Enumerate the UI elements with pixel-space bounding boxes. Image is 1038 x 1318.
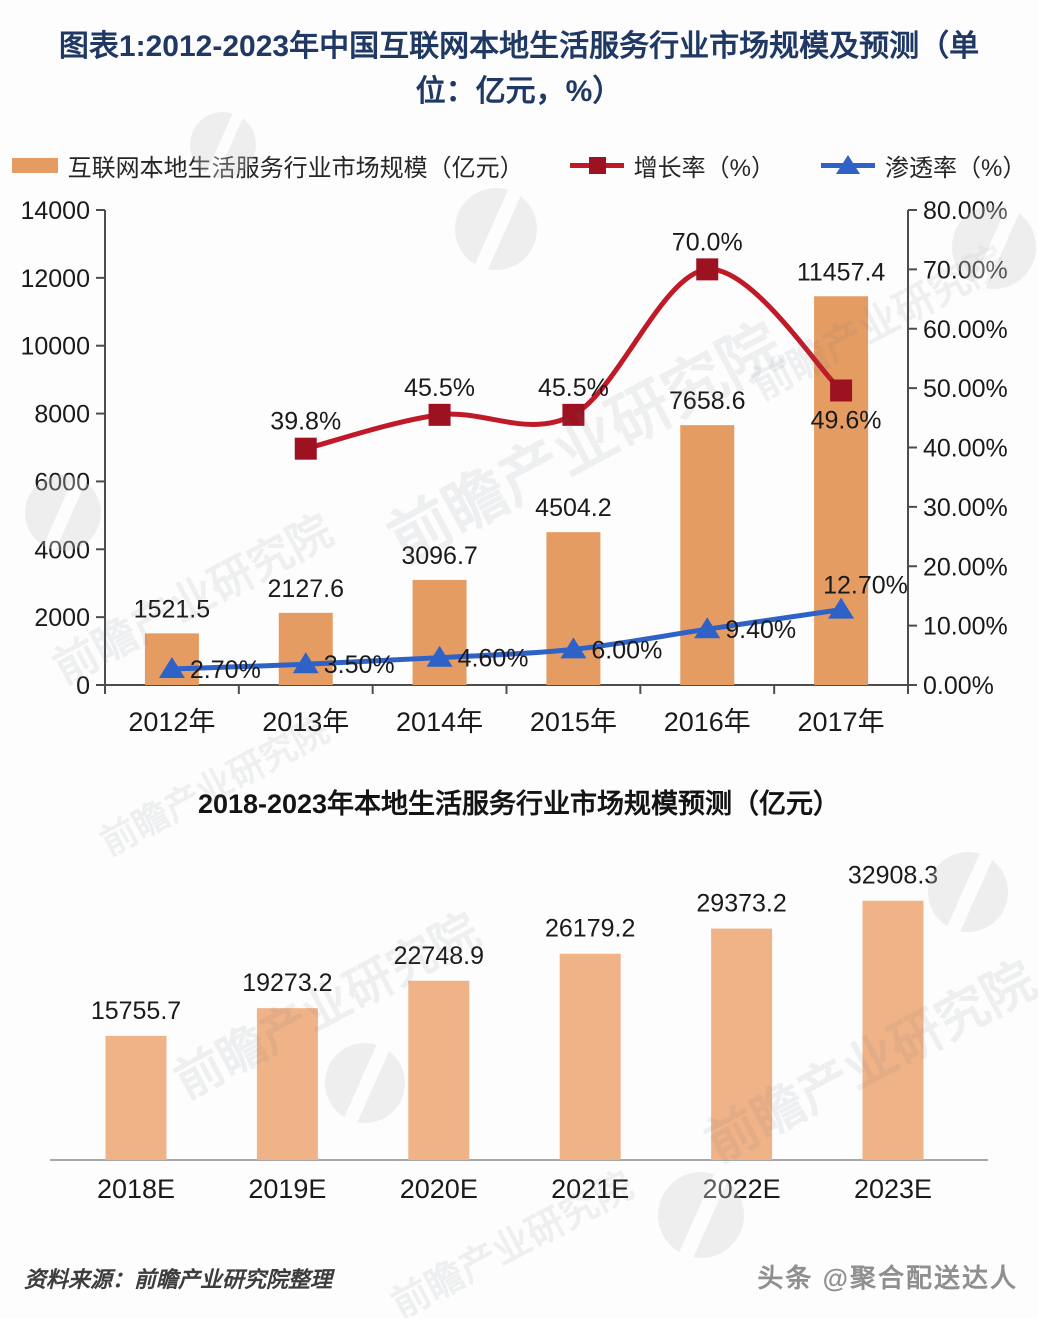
x-axis-category-label: 2019E bbox=[248, 1174, 326, 1204]
left-axis-tick-label: 14000 bbox=[20, 197, 90, 225]
x-axis-category-label: 2018E bbox=[97, 1174, 175, 1204]
legend-item-penetration-rate: 渗透率（%） bbox=[821, 148, 1026, 183]
line-value-label: 4.60% bbox=[458, 645, 529, 673]
x-axis-category-label: 2021E bbox=[551, 1174, 629, 1204]
left-axis-tick-label: 6000 bbox=[34, 468, 90, 496]
right-axis-tick-label: 50.00% bbox=[923, 375, 1008, 403]
line-value-label: 70.0% bbox=[672, 228, 743, 256]
right-axis-tick-label: 80.00% bbox=[923, 197, 1008, 225]
market-size-bar bbox=[814, 296, 869, 685]
legend-item-growth-rate: 增长率（%） bbox=[569, 148, 775, 183]
source-note: 资料来源：前瞻产业研究院整理 bbox=[24, 1267, 333, 1292]
left-axis-tick-label: 2000 bbox=[34, 604, 90, 632]
line-value-label: 6.00% bbox=[591, 636, 662, 664]
x-axis-category-label: 2016年 bbox=[664, 707, 751, 737]
right-axis-tick-label: 60.00% bbox=[923, 316, 1008, 344]
line-value-label: 12.70% bbox=[823, 572, 908, 600]
bar-value-label: 26179.2 bbox=[545, 915, 635, 943]
left-axis-tick-label: 8000 bbox=[34, 401, 90, 429]
bar-value-label: 29373.2 bbox=[696, 890, 786, 918]
triangle-marker-icon bbox=[560, 637, 587, 659]
x-axis-category-label: 2023E bbox=[854, 1174, 932, 1204]
square-marker-icon bbox=[830, 379, 853, 402]
chart-legend: 互联网本地生活服务行业市场规模（亿元） 增长率（%） 渗透率（%） bbox=[0, 148, 1038, 183]
forecast-bar bbox=[105, 1035, 167, 1160]
right-axis-tick-label: 0.00% bbox=[923, 672, 994, 700]
line-value-label: 49.6% bbox=[811, 407, 882, 435]
square-marker-icon bbox=[428, 403, 451, 426]
x-axis-category-label: 2015年 bbox=[530, 707, 617, 737]
right-axis-tick-label: 10.00% bbox=[923, 613, 1008, 641]
right-axis-tick-label: 40.00% bbox=[923, 435, 1008, 463]
x-axis-category-label: 2014年 bbox=[396, 707, 483, 737]
legend-item-market-size: 互联网本地生活服务行业市场规模（亿元） bbox=[11, 148, 524, 183]
forecast-bar-chart: 15755.7 2018E 19273.2 2019E 22748.9 2020E 2617… bbox=[50, 862, 988, 1204]
forecast-chart-title: 2018-2023年本地生活服务行业市场规模预测（亿元） bbox=[197, 789, 841, 819]
line-value-label: 9.40% bbox=[725, 616, 796, 644]
bar-value-label: 7658.6 bbox=[669, 387, 745, 415]
figure-title-line1: 图表1:2012-2023年中国互联网本地生活服务行业市场规模及预测（单 bbox=[58, 30, 980, 63]
line-square-swatch-icon bbox=[569, 157, 624, 174]
forecast-bar bbox=[256, 1008, 318, 1160]
x-axis-category-label: 2022E bbox=[703, 1174, 781, 1204]
left-axis-tick-label: 10000 bbox=[20, 333, 90, 361]
credit-watermark: 头条 @聚合配送达人 bbox=[757, 1263, 1018, 1293]
x-axis-category-label: 2012年 bbox=[128, 707, 215, 737]
right-axis-tick-label: 30.00% bbox=[923, 494, 1008, 522]
line-value-label: 45.5% bbox=[538, 374, 609, 402]
square-marker-icon bbox=[562, 403, 585, 426]
penetration-rate-line bbox=[169, 607, 844, 672]
triangle-marker-icon bbox=[694, 617, 721, 639]
x-axis-category-label: 2017年 bbox=[798, 707, 885, 737]
triangle-marker-icon bbox=[292, 652, 319, 674]
bar-value-label: 11457.4 bbox=[797, 258, 886, 286]
line-value-label: 2.70% bbox=[190, 656, 261, 684]
line-value-label: 39.8% bbox=[270, 408, 341, 436]
square-marker-icon bbox=[696, 258, 719, 281]
bar-value-label: 1521.5 bbox=[134, 595, 210, 623]
figure-title-line2: 位：亿元，%） bbox=[415, 75, 623, 108]
market-size-combo-chart: 14000 12000 10000 8000 6000 4000 2000 0 80.00% 70… bbox=[20, 197, 1008, 737]
forecast-bar bbox=[862, 900, 924, 1160]
bar-value-label: 22748.9 bbox=[394, 942, 484, 970]
legend-label: 增长率（%） bbox=[633, 155, 775, 182]
line-value-label: 3.50% bbox=[324, 651, 395, 679]
square-marker-icon bbox=[294, 437, 317, 460]
bar-value-label: 15755.7 bbox=[91, 997, 181, 1025]
bar-value-label: 2127.6 bbox=[268, 575, 344, 603]
market-size-bar bbox=[680, 425, 735, 685]
legend-label: 渗透率（%） bbox=[885, 155, 1027, 182]
triangle-marker-icon bbox=[828, 597, 855, 619]
figure-title: 图表1:2012-2023年中国互联网本地生活服务行业市场规模及预测（单 位：亿… bbox=[30, 24, 1008, 114]
forecast-bar bbox=[559, 953, 621, 1160]
bar-value-label: 4504.2 bbox=[535, 494, 611, 522]
bar-value-label: 3096.7 bbox=[401, 542, 477, 570]
growth-rate-line bbox=[303, 266, 844, 452]
forecast-bar bbox=[408, 980, 470, 1160]
x-axis-category-label: 2013年 bbox=[262, 707, 349, 737]
left-axis-tick-label: 12000 bbox=[20, 265, 90, 293]
right-axis-tick-label: 70.00% bbox=[923, 256, 1008, 284]
line-triangle-swatch-icon bbox=[821, 155, 875, 174]
market-size-bar bbox=[412, 579, 467, 685]
bar-value-label: 32908.3 bbox=[848, 862, 938, 890]
forecast-bar bbox=[711, 928, 773, 1160]
left-axis-tick-label: 0 bbox=[76, 672, 90, 700]
triangle-marker-icon bbox=[158, 656, 185, 678]
bar-swatch-icon bbox=[11, 158, 58, 173]
market-size-bar bbox=[546, 532, 601, 685]
triangle-marker-icon bbox=[426, 645, 453, 667]
right-axis-tick-label: 20.00% bbox=[923, 553, 1008, 581]
line-value-label: 45.5% bbox=[404, 374, 475, 402]
x-axis-category-label: 2020E bbox=[400, 1174, 478, 1204]
left-axis-tick-label: 4000 bbox=[34, 536, 90, 564]
bar-value-label: 19273.2 bbox=[242, 969, 332, 997]
legend-label: 互联网本地生活服务行业市场规模（亿元） bbox=[67, 155, 524, 182]
